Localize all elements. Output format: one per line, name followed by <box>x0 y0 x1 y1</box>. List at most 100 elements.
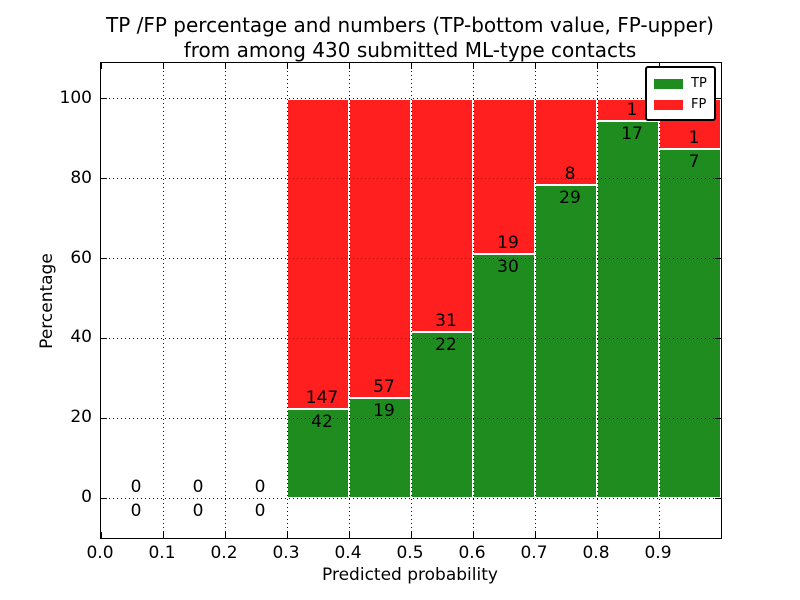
v-gridline <box>224 63 226 538</box>
x-tick-mark <box>162 532 164 538</box>
chart-title-line2: from among 430 submitted ML-type contact… <box>183 38 637 62</box>
bar-segment-fp <box>473 98 535 254</box>
v-gridline <box>410 63 412 538</box>
y-tick-label: 20 <box>70 407 92 428</box>
y-tick-label: 0 <box>81 487 92 508</box>
tp-count-label: 7 <box>688 151 700 172</box>
bar-segment-tp <box>659 148 721 499</box>
v-gridline <box>534 63 536 538</box>
x-tick-mark <box>658 532 660 538</box>
y-tick-mark <box>715 178 721 180</box>
x-tick-mark <box>348 63 350 69</box>
x-tick-mark <box>348 532 350 538</box>
chart-title-line1: TP /FP percentage and numbers (TP-bottom… <box>106 13 714 37</box>
x-tick-label: 0.2 <box>210 543 238 563</box>
x-tick-mark <box>162 63 164 69</box>
x-tick-label: 0.6 <box>458 543 486 563</box>
legend-label: FP <box>691 97 707 112</box>
x-tick-mark <box>534 532 536 538</box>
x-tick-label: 0.4 <box>334 543 362 563</box>
y-tick-mark <box>101 417 107 419</box>
x-tick-mark <box>224 63 226 69</box>
x-tick-mark <box>286 63 288 69</box>
tp-count-label: 0 <box>254 501 266 522</box>
legend-swatch-tp <box>654 78 683 89</box>
x-tick-label: 0.0 <box>86 543 114 563</box>
y-axis-label: Percentage <box>37 253 57 349</box>
x-tick-mark <box>534 63 536 69</box>
x-tick-label: 0.9 <box>644 543 672 563</box>
legend-item-tp: TP <box>654 73 707 94</box>
x-tick-mark <box>100 63 102 69</box>
tp-count-label: 19 <box>373 401 395 422</box>
x-tick-label: 0.7 <box>520 543 548 563</box>
y-tick-mark <box>101 337 107 339</box>
v-gridline <box>286 63 288 538</box>
fp-count-label: 0 <box>192 477 204 498</box>
v-gridline <box>348 63 350 538</box>
bar-segment-fp <box>287 98 349 410</box>
tp-count-label: 0 <box>130 501 142 522</box>
bar-segment-tp <box>349 398 411 499</box>
y-tick-label: 100 <box>59 87 92 108</box>
y-tick-mark <box>101 258 107 260</box>
x-tick-mark <box>224 532 226 538</box>
tp-count-label: 0 <box>192 501 204 522</box>
tp-count-label: 17 <box>621 124 643 145</box>
x-tick-label: 0.3 <box>272 543 300 563</box>
fp-count-label: 0 <box>254 477 266 498</box>
fp-count-label: 1 <box>626 100 638 121</box>
y-tick-mark <box>715 417 721 419</box>
v-gridline <box>596 63 598 538</box>
fp-count-label: 1 <box>688 127 700 148</box>
bar-segment-fp <box>411 98 473 333</box>
legend-swatch-fp <box>654 99 683 110</box>
y-tick-mark <box>101 497 107 499</box>
fp-count-label: 8 <box>564 164 576 185</box>
x-tick-mark <box>472 532 474 538</box>
v-gridline <box>658 63 660 538</box>
bar-segment-tp <box>411 332 473 499</box>
legend: TP FP <box>645 66 716 121</box>
bar-segment-tp <box>287 409 349 499</box>
fp-count-label: 57 <box>373 377 395 398</box>
y-tick-label: 60 <box>70 247 92 268</box>
fp-count-label: 0 <box>130 477 142 498</box>
legend-item-fp: FP <box>654 94 707 115</box>
legend-label: TP <box>691 76 707 91</box>
tp-count-label: 29 <box>559 188 581 209</box>
tp-count-label: 42 <box>311 412 333 433</box>
chart-title: TP /FP percentage and numbers (TP-bottom… <box>100 13 720 63</box>
x-tick-mark <box>472 63 474 69</box>
x-tick-mark <box>596 63 598 69</box>
tp-count-label: 22 <box>435 335 457 356</box>
x-tick-mark <box>100 532 102 538</box>
x-tick-mark <box>596 532 598 538</box>
y-tick-mark <box>715 497 721 499</box>
y-tick-mark <box>101 98 107 100</box>
plot-area: 0 0 0 0 0 0 147 42 57 19 31 22 19 30 8 29 1 17 1 7 <box>100 62 722 539</box>
bar-segment-tp <box>535 185 597 499</box>
fp-count-label: 19 <box>497 232 519 253</box>
y-tick-label: 80 <box>70 167 92 188</box>
tp-count-label: 30 <box>497 256 519 277</box>
v-gridline <box>472 63 474 538</box>
y-tick-mark <box>101 178 107 180</box>
y-tick-mark <box>715 337 721 339</box>
x-tick-label: 0.1 <box>148 543 176 563</box>
y-tick-mark <box>715 98 721 100</box>
y-tick-mark <box>715 258 721 260</box>
x-tick-mark <box>286 532 288 538</box>
x-tick-label: 0.5 <box>396 543 424 563</box>
x-axis-label: Predicted probability <box>322 565 498 585</box>
x-tick-label: 0.8 <box>582 543 610 563</box>
bar-segment-fp <box>535 98 597 186</box>
v-gridline <box>162 63 164 538</box>
bar-segment-tp <box>473 253 535 499</box>
fp-count-label: 31 <box>435 311 457 332</box>
fp-count-label: 147 <box>305 388 339 409</box>
bar-segment-fp <box>349 98 411 399</box>
y-tick-label: 40 <box>70 327 92 348</box>
x-tick-mark <box>410 532 412 538</box>
